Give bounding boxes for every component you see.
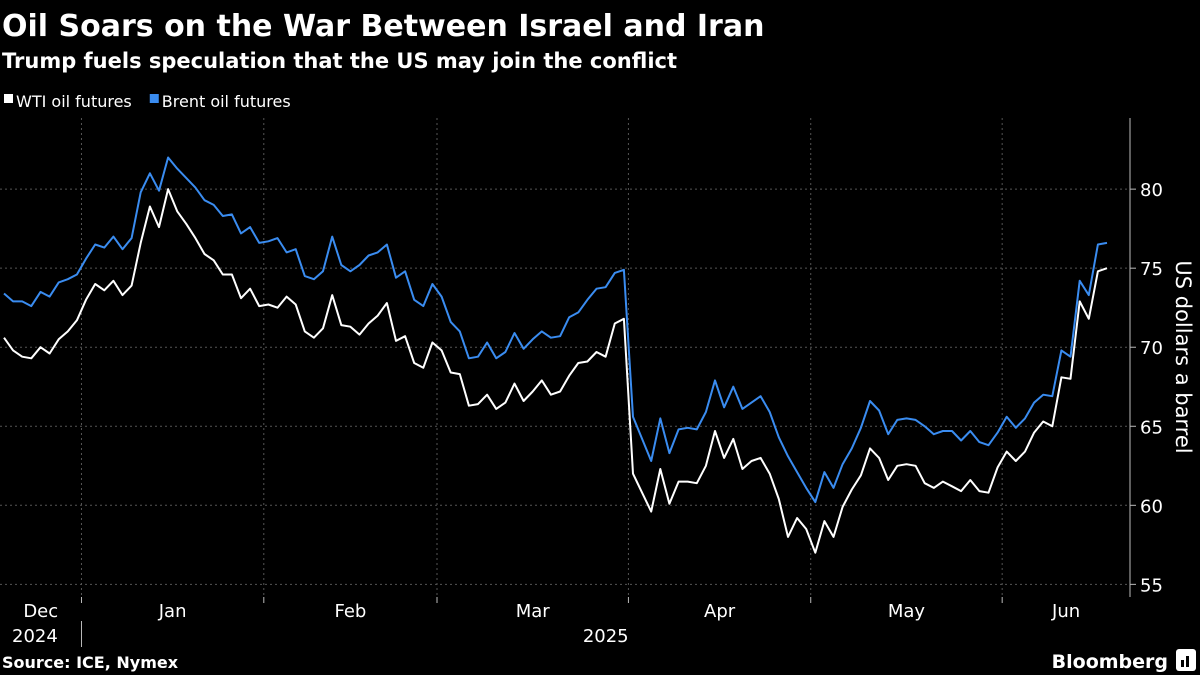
brand-logo <box>1176 649 1196 671</box>
logo-bar <box>1186 656 1189 667</box>
series-line <box>3 188 1108 554</box>
y-tick-label: 55 <box>1140 575 1163 596</box>
y-tick-label: 65 <box>1140 417 1163 438</box>
y-tick-label: 75 <box>1140 259 1163 280</box>
x-tick-label: May <box>888 601 926 622</box>
series-line <box>3 156 1108 504</box>
chart-title: Oil Soars on the War Between Israel and … <box>2 9 764 44</box>
x-year-label: 2024 <box>12 626 58 647</box>
brand: Bloomberg <box>1052 651 1168 673</box>
legend-label: WTI oil futures <box>16 92 132 111</box>
x-tick-label: Feb <box>334 601 366 622</box>
x-tick-label: Apr <box>704 601 736 622</box>
chart-subtitle: Trump fuels speculation that the US may … <box>2 49 677 73</box>
x-tick-label: Dec <box>23 601 58 622</box>
x-year-label: 2025 <box>583 626 629 647</box>
y-tick-label: 70 <box>1140 338 1163 359</box>
x-tick-label: Mar <box>516 601 551 622</box>
legend-swatch <box>149 94 159 103</box>
y-axis-label: US dollars a barrel <box>1171 260 1195 453</box>
x-tick-label: Jan <box>158 601 187 622</box>
source: Source: ICE, Nymex <box>2 653 179 672</box>
y-tick-label: 80 <box>1140 180 1163 201</box>
legend-swatch <box>4 94 13 103</box>
logo-bar <box>1181 660 1184 667</box>
y-tick-label: 60 <box>1140 496 1163 517</box>
x-tick-label: Jun <box>1051 601 1080 622</box>
legend-label: Brent oil futures <box>162 92 291 111</box>
